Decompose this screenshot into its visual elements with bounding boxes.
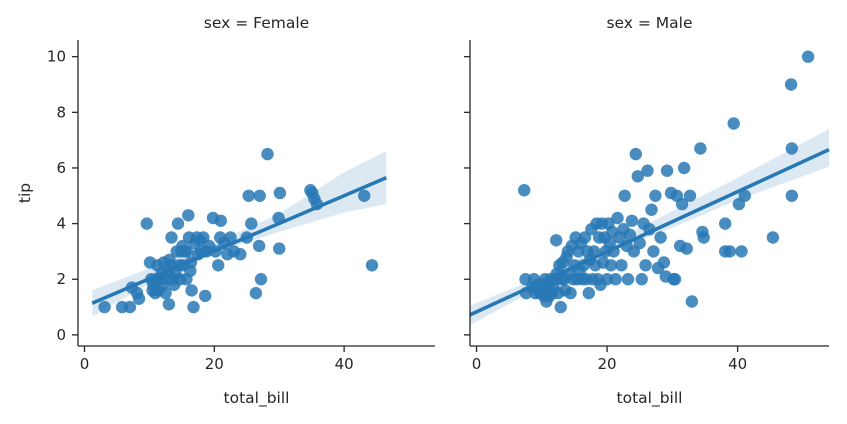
- y-tick-label: 2: [56, 270, 66, 288]
- y-tick-label: 10: [47, 48, 66, 66]
- data-point: [273, 242, 286, 255]
- data-point: [98, 300, 111, 314]
- y-tick-label: 4: [56, 215, 66, 233]
- data-point: [224, 231, 237, 244]
- data-point: [254, 273, 268, 286]
- data-point: [618, 189, 631, 202]
- data-point: [253, 189, 266, 202]
- data-point: [242, 189, 255, 202]
- x-tick-label: 20: [205, 355, 224, 373]
- data-point: [668, 273, 682, 286]
- data-point: [685, 295, 699, 308]
- data-point: [252, 239, 266, 253]
- data-point: [635, 273, 648, 286]
- data-point: [187, 300, 200, 314]
- data-point: [165, 231, 178, 244]
- y-tick-label: 8: [56, 103, 66, 121]
- data-point: [785, 142, 798, 155]
- data-point: [554, 300, 567, 314]
- data-point: [649, 189, 662, 202]
- data-point: [639, 259, 652, 272]
- data-point: [185, 284, 198, 297]
- data-point: [162, 298, 176, 311]
- regression-line: [469, 147, 830, 317]
- data-point: [625, 214, 639, 227]
- data-point: [519, 273, 532, 286]
- y-axis-label: tip: [16, 183, 34, 203]
- data-point: [784, 78, 798, 91]
- facet-panel-2: 0 20 40 sex = Male total_bill: [464, 14, 830, 408]
- data-point: [680, 242, 693, 255]
- data-point: [249, 286, 263, 300]
- data-point: [234, 248, 247, 261]
- data-point: [641, 164, 654, 177]
- data-point: [245, 217, 258, 230]
- data-point: [365, 259, 379, 272]
- y-tick-label: 0: [56, 326, 66, 344]
- data-point: [654, 231, 667, 244]
- data-point: [159, 286, 172, 300]
- data-point: [631, 170, 644, 183]
- x-tick-label: 0: [80, 355, 90, 373]
- data-point: [647, 245, 660, 258]
- data-point: [683, 189, 697, 202]
- data-point: [738, 189, 751, 202]
- regression-line: [91, 176, 388, 305]
- data-point: [735, 245, 748, 258]
- data-point: [615, 259, 628, 272]
- data-point: [660, 164, 674, 177]
- data-point: [123, 300, 137, 314]
- data-point: [564, 286, 577, 300]
- data-point: [766, 231, 780, 244]
- data-point: [604, 259, 618, 272]
- data-point: [694, 142, 707, 155]
- data-point: [582, 286, 595, 300]
- data-point: [623, 228, 637, 241]
- data-point: [180, 245, 194, 258]
- data-point: [273, 186, 287, 200]
- data-point: [182, 209, 195, 222]
- data-point: [611, 211, 624, 225]
- data-point: [697, 231, 710, 244]
- data-point: [645, 203, 658, 216]
- data-point: [261, 147, 274, 161]
- data-point: [675, 197, 689, 211]
- data-point: [723, 245, 736, 258]
- data-point: [621, 273, 635, 286]
- x-axis-label: total_bill: [224, 389, 290, 408]
- data-point: [132, 292, 146, 305]
- data-point: [629, 147, 642, 161]
- data-point: [199, 289, 212, 303]
- data-point: [578, 231, 592, 244]
- x-axis-label: total_bill: [617, 389, 683, 408]
- data-point: [140, 217, 153, 230]
- data-point: [677, 161, 691, 175]
- panels-layer: 0 20 40 0 2 4 6 8 10 sex = Female total_bill tip 0 20…: [16, 14, 830, 408]
- data-point: [358, 189, 371, 202]
- x-tick-label: 40: [728, 355, 747, 373]
- data-point: [785, 189, 798, 202]
- data-point: [212, 259, 225, 272]
- data-point: [727, 117, 740, 130]
- x-tick-label: 20: [598, 355, 617, 373]
- data-point: [719, 217, 732, 230]
- scatter-points: [98, 147, 379, 314]
- facet-title: sex = Male: [606, 14, 692, 32]
- data-point: [609, 273, 622, 286]
- data-point: [657, 256, 671, 269]
- y-tick-label: 6: [56, 159, 66, 177]
- data-point: [550, 234, 563, 247]
- facet-title: sex = Female: [204, 14, 309, 32]
- data-point: [600, 273, 614, 286]
- data-point: [171, 217, 185, 230]
- data-point: [518, 184, 531, 197]
- data-point: [801, 50, 815, 63]
- x-tick-label: 0: [472, 355, 482, 373]
- x-tick-label: 40: [335, 355, 354, 373]
- data-point: [214, 214, 227, 227]
- facet-panel-1: 0 20 40 0 2 4 6 8 10 sex = Female total_bill tip: [16, 14, 435, 408]
